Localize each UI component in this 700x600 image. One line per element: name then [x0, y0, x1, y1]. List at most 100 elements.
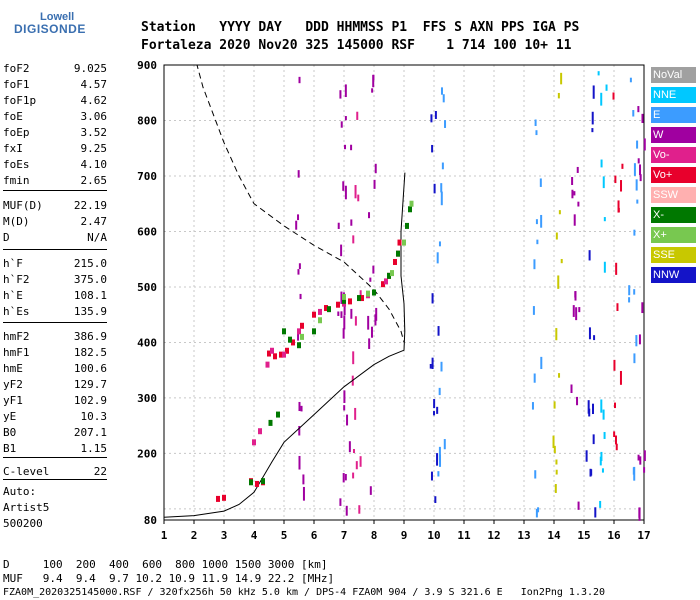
noise-mark — [442, 94, 445, 103]
param-label: foF1 — [3, 78, 30, 91]
noise-mark — [356, 111, 359, 120]
noise-mark — [533, 259, 536, 270]
noise-mark — [590, 469, 593, 476]
y-tick-label: 300 — [137, 392, 157, 405]
trace-point — [270, 347, 274, 354]
footer-file-line: FZA0M_2020325145000.RSF / 320fx256h 50 k… — [3, 587, 606, 598]
legend-item-w: W — [651, 127, 696, 143]
noise-mark — [443, 439, 446, 450]
noise-mark — [532, 306, 535, 315]
noise-mark — [592, 85, 595, 99]
noise-mark — [578, 307, 581, 313]
noise-mark — [340, 291, 343, 304]
trace-point — [288, 336, 292, 343]
param-label: foF1p — [3, 94, 37, 107]
trace-point — [297, 342, 301, 349]
x-tick-label: 13 — [517, 529, 530, 542]
trace-point — [222, 494, 226, 501]
param-label: fmin — [3, 174, 30, 187]
trace-point — [300, 322, 304, 329]
noise-mark — [298, 401, 301, 412]
noise-mark — [591, 111, 594, 125]
trace-point — [357, 295, 361, 302]
param-row-mufd: MUF(D) 22.19 — [3, 199, 107, 214]
noise-mark — [615, 443, 618, 451]
trace-point — [249, 479, 253, 486]
noise-mark — [441, 162, 444, 170]
noise-mark — [297, 214, 300, 221]
noise-mark — [342, 473, 345, 483]
noise-mark — [343, 303, 346, 316]
legend-item-nne: NNE — [651, 87, 696, 103]
param-value: 22 — [93, 465, 107, 478]
noise-mark — [297, 328, 300, 341]
noise-mark — [352, 449, 355, 454]
param-label: M(D) — [3, 215, 30, 228]
trace-point — [318, 317, 322, 324]
noise-mark — [555, 328, 558, 341]
noise-mark — [444, 120, 447, 128]
profile-dashed-line — [185, 64, 405, 343]
param-value: 182.5 — [73, 346, 107, 359]
legend-item-e: E — [651, 107, 696, 123]
param-value: 100.6 — [73, 362, 107, 375]
trace-point — [366, 290, 370, 297]
param-value: 4.57 — [80, 78, 108, 91]
x-tick-label: 6 — [311, 529, 318, 542]
param-label: hmF2 — [3, 330, 30, 343]
noise-mark — [438, 387, 441, 396]
param-label: yF2 — [3, 378, 23, 391]
param-row-fxi: fxI 9.25 — [3, 142, 107, 157]
noise-mark — [439, 454, 442, 467]
noise-mark — [605, 84, 608, 91]
noise-mark — [599, 500, 602, 508]
trace-point — [324, 305, 328, 312]
param-row-foep: foEp 3.52 — [3, 126, 107, 141]
noise-mark — [600, 92, 603, 106]
auto-code: 500200 — [3, 517, 43, 530]
noise-mark — [588, 327, 591, 340]
noise-mark — [431, 357, 434, 369]
param-value: 386.9 — [73, 330, 107, 343]
noise-mark — [295, 220, 298, 230]
noise-mark — [554, 484, 557, 493]
noise-mark — [344, 144, 347, 150]
noise-mark — [615, 262, 618, 275]
noise-mark — [553, 445, 556, 454]
trace-point — [342, 297, 346, 304]
y-tick-label: 900 — [137, 59, 157, 72]
noise-mark — [350, 308, 353, 319]
param-label: B1 — [3, 442, 17, 455]
noise-mark — [613, 402, 616, 409]
trace-point — [261, 478, 265, 485]
noise-mark — [540, 214, 543, 228]
noise-mark — [637, 106, 640, 113]
noise-mark — [431, 293, 434, 304]
noise-mark — [641, 113, 644, 123]
noise-mark — [297, 269, 300, 275]
footer-muf-line: MUF 9.4 9.4 9.7 10.2 10.9 11.9 14.9 22.2… — [3, 572, 335, 585]
noise-mark — [297, 170, 300, 178]
x-tick-label: 11 — [457, 529, 471, 542]
trace-point — [312, 311, 316, 318]
x-tick-label: 5 — [281, 529, 288, 542]
noise-mark — [436, 252, 439, 264]
param-divider — [3, 322, 107, 323]
x-tick-label: 1 — [161, 529, 168, 542]
noise-mark — [369, 486, 372, 495]
noise-mark — [535, 508, 538, 518]
x-tick-label: 16 — [607, 529, 621, 542]
y-tick-label: 400 — [137, 336, 157, 349]
param-label: h`Es — [3, 305, 30, 318]
param-label: B0 — [3, 426, 17, 439]
noise-mark — [369, 277, 372, 282]
noise-mark — [613, 431, 616, 437]
param-label: h`E — [3, 289, 23, 302]
noise-mark — [552, 435, 555, 449]
legend-item-ssw: SSW — [651, 187, 696, 203]
noise-mark — [587, 400, 590, 414]
noise-mark — [614, 175, 617, 184]
noise-mark — [592, 434, 595, 445]
x-tick-label: 10 — [427, 529, 440, 542]
param-row-hf: h`F 215.0 — [3, 257, 107, 272]
